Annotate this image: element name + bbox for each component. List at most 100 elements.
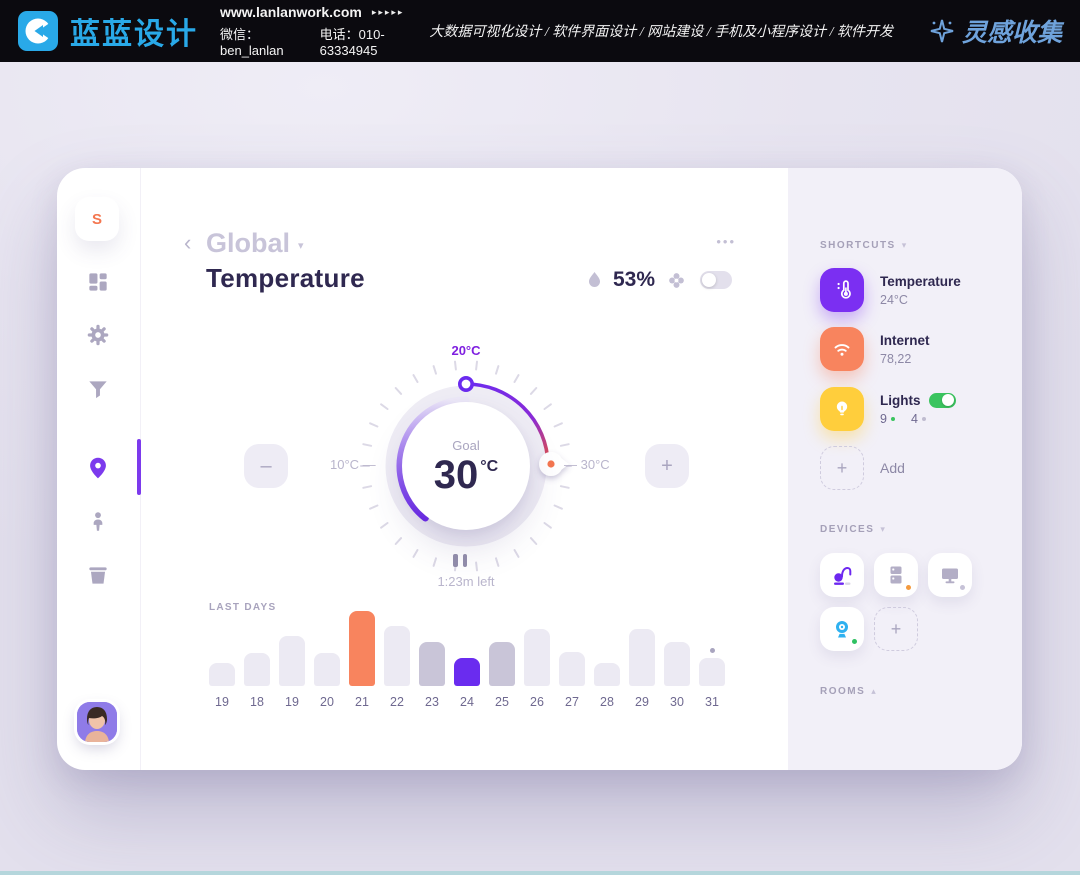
humidity-drop-icon	[588, 272, 600, 287]
bar-day-28[interactable]	[594, 663, 620, 686]
time-remaining: 1:23m left	[437, 574, 495, 589]
dial-top-label: 20°C	[451, 343, 481, 358]
bar-group: 24	[454, 658, 480, 709]
rooms-header[interactable]: ROOMS ▴	[820, 686, 877, 697]
bar-day-label: 28	[600, 695, 614, 709]
fan-toggle[interactable]	[700, 271, 732, 289]
phone-contact: 电话：010-63334945	[319, 27, 385, 58]
dial-start-handle[interactable]	[458, 376, 474, 393]
decrease-temp-button[interactable]: –	[244, 444, 288, 488]
shortcut-lights[interactable]: Lights 9 4	[820, 387, 956, 431]
shortcut-label: Internet	[880, 332, 930, 348]
shortcut-label: Temperature	[880, 273, 961, 289]
dial-right-label: — 30°C	[564, 457, 610, 472]
bar-group: 28	[594, 663, 620, 709]
add-shortcut[interactable]: + Add	[820, 446, 905, 490]
category-label: Global	[206, 228, 291, 258]
bar-day-29[interactable]	[629, 629, 655, 686]
sidebar-item-dashboard[interactable]	[85, 269, 111, 295]
bar-day-20[interactable]	[314, 653, 340, 686]
sidebar-item-people[interactable]	[85, 508, 111, 534]
bar-day-21[interactable]	[349, 611, 375, 686]
pause-button[interactable]	[453, 554, 467, 567]
shortcut-temperature[interactable]: Temperature 24°C	[820, 268, 961, 312]
website-link[interactable]: www.lanlanwork.com	[220, 4, 362, 20]
toggle-knob	[942, 394, 954, 406]
more-menu-button[interactable]: •••	[716, 234, 736, 249]
devices-header[interactable]: DEVICES ▾	[820, 524, 886, 535]
chevron-up-icon: ▴	[871, 686, 878, 696]
device-camera[interactable]	[820, 607, 864, 651]
chevron-down-icon: ▾	[901, 240, 908, 250]
bar-day-26[interactable]	[524, 629, 550, 686]
sidebar-item-trash[interactable]	[85, 562, 111, 588]
lights-toggle[interactable]	[928, 392, 956, 408]
bar-day-19[interactable]	[279, 636, 305, 686]
filter-icon	[89, 381, 107, 399]
bulb-icon	[820, 387, 864, 431]
add-device[interactable]: +	[874, 607, 918, 651]
sidebar-item-filter[interactable]	[85, 376, 111, 402]
user-avatar[interactable]	[77, 702, 117, 742]
sidebar-item-locations[interactable]	[85, 455, 111, 481]
bar-day-23[interactable]	[419, 642, 445, 686]
shortcuts-header[interactable]: SHORTCUTS ▾	[820, 240, 908, 251]
lights-off-count: 4	[910, 411, 918, 426]
devices-title: DEVICES	[820, 524, 875, 535]
add-label: Add	[880, 460, 905, 476]
lights-on-count: 9	[880, 411, 887, 426]
bar-day-label: 20	[320, 695, 334, 709]
monitor-icon	[942, 568, 958, 584]
sidebar-item-settings[interactable]	[85, 322, 111, 348]
left-sidebar: S	[57, 168, 141, 770]
bar-day-25[interactable]	[489, 642, 515, 686]
category-dropdown[interactable]: Global ▾	[206, 228, 304, 259]
lanlan-logo-icon	[18, 11, 58, 51]
dial-gauge[interactable]	[296, 316, 636, 616]
device-monitor[interactable]	[928, 553, 972, 597]
plus-icon[interactable]: +	[820, 446, 864, 490]
gear-icon	[87, 324, 109, 346]
bar-day-label: 25	[495, 695, 509, 709]
fan-icon[interactable]	[666, 270, 687, 291]
bar-day-22[interactable]	[384, 626, 410, 686]
goal-number: 30	[433, 452, 479, 497]
bar-group: 20	[314, 653, 340, 709]
device-vacuum[interactable]	[820, 553, 864, 597]
goal-unit: °C	[480, 457, 499, 475]
bar-day-24[interactable]	[454, 658, 480, 686]
avatar-photo	[77, 702, 117, 742]
bar-day-label: 18	[250, 695, 264, 709]
device-fridge[interactable]	[874, 553, 918, 597]
increase-temp-button[interactable]: +	[645, 444, 689, 488]
back-button[interactable]: ‹	[184, 230, 192, 255]
bar-day-30[interactable]	[664, 642, 690, 686]
dial-pointer-handle[interactable]	[538, 452, 569, 476]
arrows-decoration: ▸▸▸▸▸	[371, 6, 405, 17]
bar-day-label: 21	[355, 695, 369, 709]
bar-day-19[interactable]	[209, 663, 235, 686]
bar-group: 26	[524, 629, 550, 709]
page-title: Temperature	[206, 263, 365, 293]
trash-icon	[89, 567, 107, 584]
bar-group: 21	[349, 611, 375, 709]
bar-day-label: 19	[215, 695, 229, 709]
shortcut-label: Lights	[880, 392, 956, 408]
bar-day-27[interactable]	[559, 652, 585, 686]
bar-day-18[interactable]	[244, 653, 270, 686]
services-list: 大数据可视化设计 / 软件界面设计 / 网站建设 / 手机及小程序设计 / 软件…	[429, 25, 893, 40]
sparkle-icon	[930, 19, 954, 43]
goal-label: Goal	[452, 437, 480, 453]
goal-value: 30 °C	[434, 455, 498, 495]
bar-group: 25	[489, 642, 515, 709]
bar-day-31[interactable]	[699, 658, 725, 686]
vacuum-icon	[834, 566, 852, 585]
plus-icon[interactable]: +	[874, 607, 918, 651]
chevron-down-icon: ▾	[298, 240, 304, 252]
bar-day-label: 19	[285, 695, 299, 709]
app-logo-button[interactable]: S	[75, 197, 119, 241]
wechat-contact: 微信：ben_lanlan	[220, 27, 284, 58]
shortcut-internet[interactable]: Internet 78,22	[820, 327, 930, 371]
chevron-down-icon: ▾	[880, 524, 887, 534]
gray-dot	[921, 416, 926, 421]
